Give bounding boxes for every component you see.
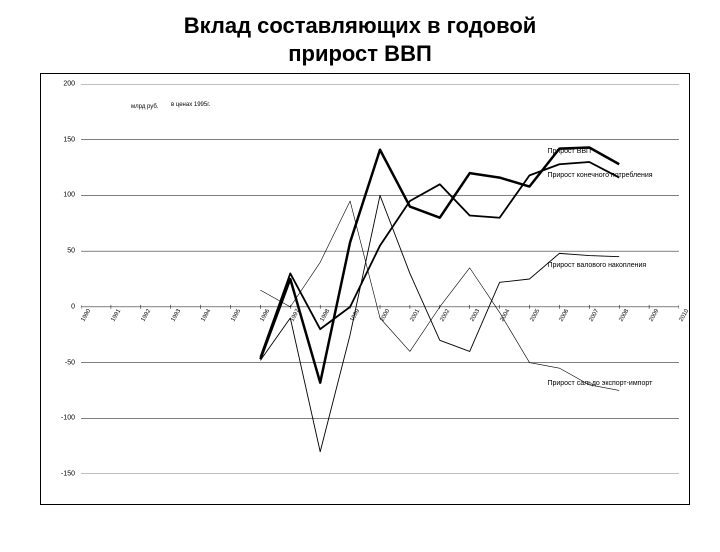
series-label: Прирост ВВП [547,148,591,156]
chart-title: Вклад составляющих в годовой прирост ВВП [20,12,700,67]
y-tick-label: 0 [41,303,75,310]
title-line-2: прирост ВВП [20,40,700,68]
series-line [260,162,619,357]
y-tick-label: -150 [41,471,75,478]
x-tick-label: 2010 [678,302,693,322]
y-tick-label: -100 [41,415,75,422]
y-tick-label: 200 [41,81,75,88]
title-line-1: Вклад составляющих в годовой [20,12,700,40]
chart-svg [81,84,679,474]
chart-frame: -150-100-5005010015020019901991199219931… [40,73,690,505]
series-label: Прирост валового накопления [547,262,646,270]
series-label: Прирост конечного потребления [547,172,652,180]
unit-note-2: в ценах 1995г. [171,102,211,108]
plot-area [81,84,679,474]
series-label: Прирост сальдо экспорт-импорт [547,380,652,388]
y-tick-label: -50 [41,359,75,366]
unit-note-1: млрд руб. [131,104,158,110]
y-tick-label: 150 [41,136,75,143]
series-line [260,195,619,451]
y-tick-label: 100 [41,192,75,199]
y-tick-label: 50 [41,248,75,255]
